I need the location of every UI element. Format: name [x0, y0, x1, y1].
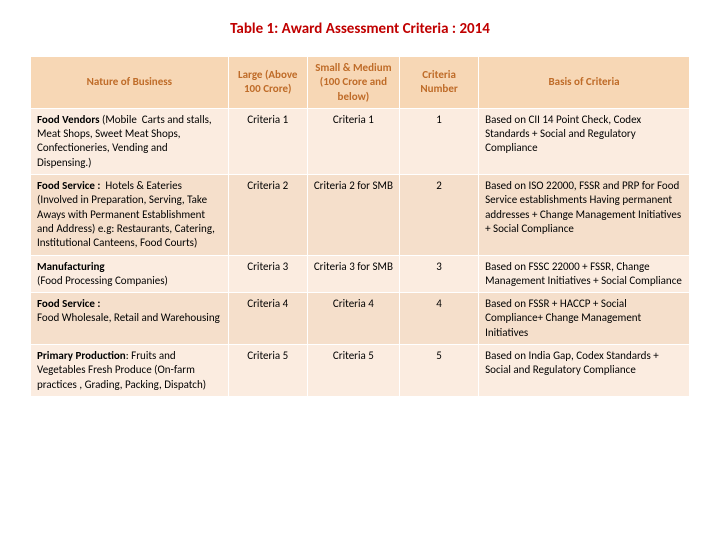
- nature-rest: (Food Processing Companies): [37, 274, 168, 287]
- cell-large: Criteria 2: [228, 175, 307, 255]
- cell-nature: Manufacturing (Food Processing Companies…: [31, 255, 229, 293]
- table-body: Food Vendors (Mobile Carts and stalls, M…: [31, 108, 690, 396]
- column-header: Basis of Criteria: [479, 57, 690, 109]
- cell-basis: Based on CII 14 Point Check, Codex Stand…: [479, 108, 690, 174]
- cell-basis: Based on FSSC 22000 + FSSR, Change Manag…: [479, 255, 690, 293]
- criteria-table: Nature of BusinessLarge (Above 100 Crore…: [30, 56, 690, 397]
- cell-smb: Criteria 5: [307, 345, 399, 397]
- table-row: Food Service : Food Wholesale, Retail an…: [31, 293, 690, 345]
- cell-criteria-number: 2: [400, 175, 479, 255]
- cell-large: Criteria 4: [228, 293, 307, 345]
- nature-rest: Food Wholesale, Retail and Warehousing: [37, 311, 220, 324]
- column-header: Small & Medium (100 Crore and below): [307, 57, 399, 109]
- table-title: Table 1: Award Assessment Criteria : 201…: [30, 20, 690, 38]
- cell-nature: Food Vendors (Mobile Carts and stalls, M…: [31, 108, 229, 174]
- nature-bold: Food Vendors: [37, 113, 100, 126]
- cell-nature: Primary Production: Fruits and Vegetable…: [31, 345, 229, 397]
- table-row: Primary Production: Fruits and Vegetable…: [31, 345, 690, 397]
- table-row: Manufacturing (Food Processing Companies…: [31, 255, 690, 293]
- cell-large: Criteria 5: [228, 345, 307, 397]
- cell-smb: Criteria 4: [307, 293, 399, 345]
- table-row: Food Service : Hotels & Eateries (Involv…: [31, 175, 690, 255]
- table-row: Food Vendors (Mobile Carts and stalls, M…: [31, 108, 690, 174]
- cell-smb: Criteria 1: [307, 108, 399, 174]
- column-header: Criteria Number: [400, 57, 479, 109]
- nature-bold: Food Service :: [37, 297, 100, 310]
- cell-large: Criteria 3: [228, 255, 307, 293]
- nature-bold: Food Service :: [37, 179, 100, 192]
- cell-criteria-number: 4: [400, 293, 479, 345]
- cell-criteria-number: 5: [400, 345, 479, 397]
- cell-criteria-number: 3: [400, 255, 479, 293]
- nature-bold: Manufacturing: [37, 260, 105, 273]
- cell-smb: Criteria 2 for SMB: [307, 175, 399, 255]
- cell-basis: Based on FSSR + HACCP + Social Complianc…: [479, 293, 690, 345]
- column-header: Nature of Business: [31, 57, 229, 109]
- column-header: Large (Above 100 Crore): [228, 57, 307, 109]
- cell-criteria-number: 1: [400, 108, 479, 174]
- table-header-row: Nature of BusinessLarge (Above 100 Crore…: [31, 57, 690, 109]
- cell-large: Criteria 1: [228, 108, 307, 174]
- cell-basis: Based on ISO 22000, FSSR and PRP for Foo…: [479, 175, 690, 255]
- cell-basis: Based on India Gap, Codex Standards + So…: [479, 345, 690, 397]
- cell-nature: Food Service : Hotels & Eateries (Involv…: [31, 175, 229, 255]
- cell-smb: Criteria 3 for SMB: [307, 255, 399, 293]
- cell-nature: Food Service : Food Wholesale, Retail an…: [31, 293, 229, 345]
- nature-bold: Primary Production: [37, 349, 126, 362]
